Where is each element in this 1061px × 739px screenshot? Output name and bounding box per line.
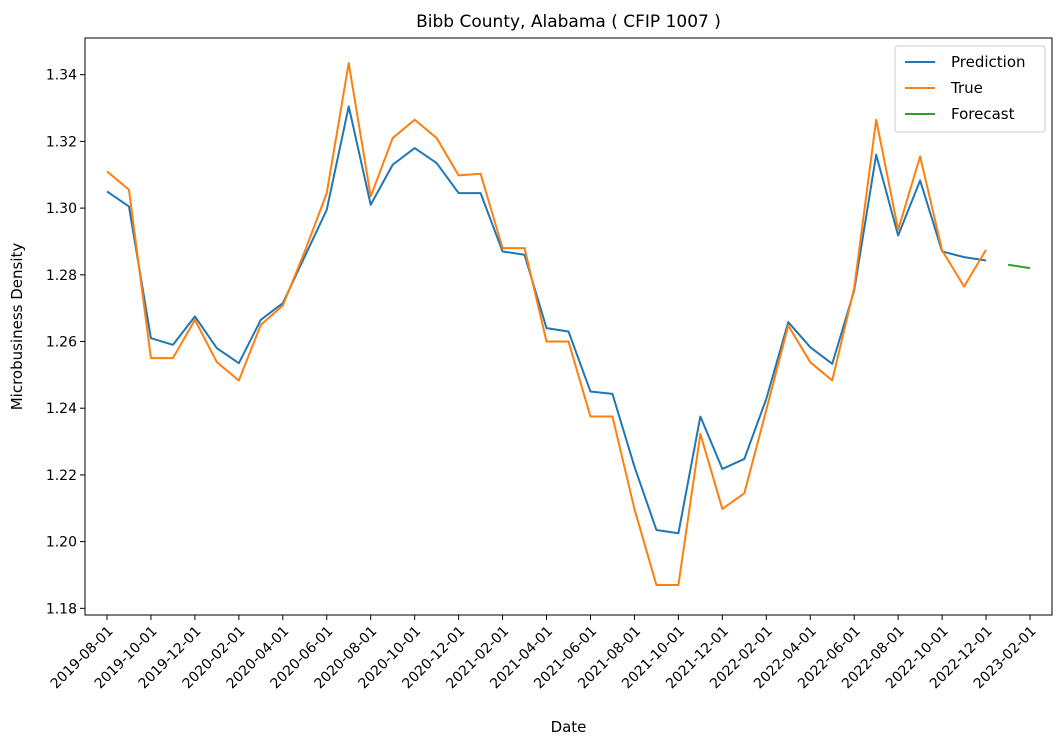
- legend-label: Forecast: [951, 105, 1015, 123]
- y-tick-label: 1.26: [46, 335, 77, 351]
- y-tick-label: 1.20: [46, 535, 77, 551]
- plot-frame: [84, 37, 1053, 616]
- legend-box: [894, 45, 1046, 133]
- y-tick-label: 1.34: [46, 68, 77, 84]
- y-tick-label: 1.24: [46, 401, 77, 417]
- series-layer: [106, 62, 1031, 586]
- legend-label: Prediction: [951, 53, 1026, 71]
- y-axis-ticks: 1.18 1.20 1.22 1.24 1.26 1.28 1.30 1.32 1.34: [46, 68, 85, 617]
- y-axis-label: Microbusiness Density: [8, 243, 26, 411]
- chart-title: Bibb County, Alabama ( CFIP 1007 ): [416, 12, 721, 32]
- series-line-true: [106, 62, 987, 586]
- y-tick-label: 1.28: [46, 268, 77, 284]
- series-line-prediction: [106, 105, 987, 535]
- x-axis-ticks: 2019-08-012019-10-012019-12-012020-02-01…: [48, 615, 1040, 692]
- legend: Prediction True Forecast: [894, 45, 1046, 133]
- x-axis-label: Date: [551, 718, 587, 736]
- y-tick-label: 1.30: [46, 201, 77, 217]
- y-tick-label: 1.22: [46, 468, 77, 484]
- y-tick-label: 1.32: [46, 134, 77, 150]
- y-tick-label: 1.18: [46, 601, 77, 617]
- series-line-forecast: [1007, 263, 1031, 270]
- legend-label: True: [950, 79, 983, 97]
